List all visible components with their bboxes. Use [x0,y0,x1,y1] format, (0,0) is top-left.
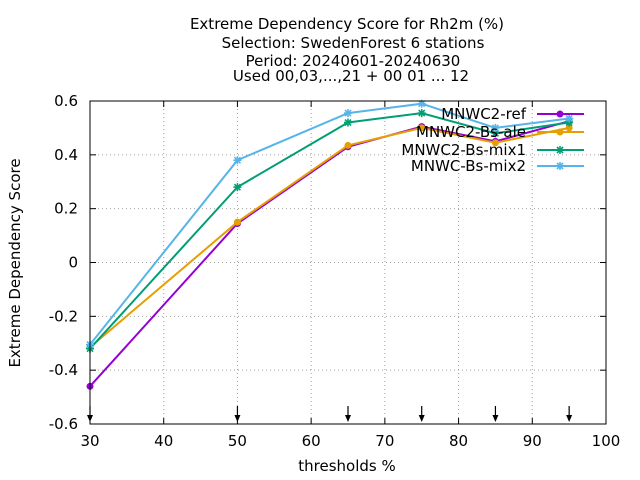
data-point [491,123,500,132]
legend-item: MNWC-Bs-mix2 [411,157,584,175]
title-line-4: Used 00,03,...,21 + 00 01 ... 12 [233,67,469,85]
x-tick-label: 30 [80,432,99,450]
legend-swatch-marker [556,162,564,170]
y-tick-label: 0.6 [54,92,78,110]
series-2 [86,109,574,353]
data-point [233,156,242,165]
data-point [417,99,426,108]
data-point [565,114,574,123]
data-point [565,124,573,132]
legend-label: MNWC2-Bs-ale [416,123,526,141]
data-point-d2 [344,118,352,127]
y-tick-label: -0.4 [49,361,78,379]
y-tick-label: 0 [68,254,78,272]
x-tick-label: 80 [449,432,468,450]
legend-item: MNWC2-ref [441,105,584,123]
y-tick-label: -0.2 [49,307,78,325]
data-point [344,141,352,149]
series-line [89,102,570,346]
threshold-arrow [492,406,499,422]
y-tick-label: -0.6 [49,415,78,433]
threshold-arrow-head [492,415,499,422]
series-line [89,126,570,349]
legend-swatch-marker [556,146,564,154]
legend-item: MNWC2-Bs-ale [416,123,584,141]
y-tick-label: 0.2 [54,200,78,218]
title-line-1: Extreme Dependency Score for Rh2m (%) [190,15,504,33]
plot-series [86,99,574,390]
data-point [491,129,500,138]
data-point [233,218,241,226]
legend: MNWC2-refMNWC2-Bs-aleMNWC2-Bs-mix1MNWC-B… [401,105,584,175]
data-point [417,109,426,118]
legend-swatch-marker-d2 [556,162,564,170]
data-point-d2 [233,156,241,164]
threshold-markers [87,406,573,422]
x-tick-label: 100 [592,432,621,450]
x-axis-label: thresholds % [298,457,395,475]
data-point [344,118,352,127]
x-tick-label: 40 [154,432,173,450]
legend-swatch-marker-d2 [556,146,564,154]
data-point-d2 [565,114,573,123]
legend-swatch-marker [556,110,564,118]
data-point-d2 [491,124,499,132]
title-line-2: Selection: SwedenForest 6 stations [222,34,485,52]
legend-label: MNWC2-ref [441,105,526,123]
legend-swatch-marker [556,128,564,136]
title-line-3: Period: 20240601-20240630 [246,52,461,70]
x-tick-label: 50 [228,432,247,450]
x-tick-label: 60 [302,432,321,450]
threshold-arrow-head [345,415,351,422]
legend-label: MNWC-Bs-mix2 [411,157,526,175]
data-point-d2 [418,109,426,117]
data-point-d2 [233,183,241,191]
data-point-d2 [418,100,426,108]
y-axis-label: Extreme Dependency Score [6,158,24,367]
chart-title: Extreme Dependency Score for Rh2m (%) Se… [190,15,504,85]
x-tick-label: 70 [375,432,394,450]
threshold-arrow-head [418,415,425,422]
y-tick-label: 0.4 [54,146,78,164]
data-point-d2 [491,129,499,137]
threshold-arrow-head [566,415,573,422]
data-point [491,139,499,147]
threshold-arrow [345,406,351,422]
legend-item: MNWC2-Bs-mix1 [401,141,584,159]
data-point [418,124,426,132]
x-tick-label: 90 [523,432,542,450]
threshold-arrow [566,406,573,422]
series-line [89,112,570,350]
threshold-arrow [418,406,425,422]
data-point [344,109,352,118]
data-point [233,183,242,192]
legend-label: MNWC2-Bs-mix1 [401,141,526,159]
data-point-d2 [344,109,352,117]
axis-ticks: 30 40 50 60 70 80 90 100 -0.6 -0.4 -0.2 0 0.2 0.4 0.6 [49,92,621,450]
